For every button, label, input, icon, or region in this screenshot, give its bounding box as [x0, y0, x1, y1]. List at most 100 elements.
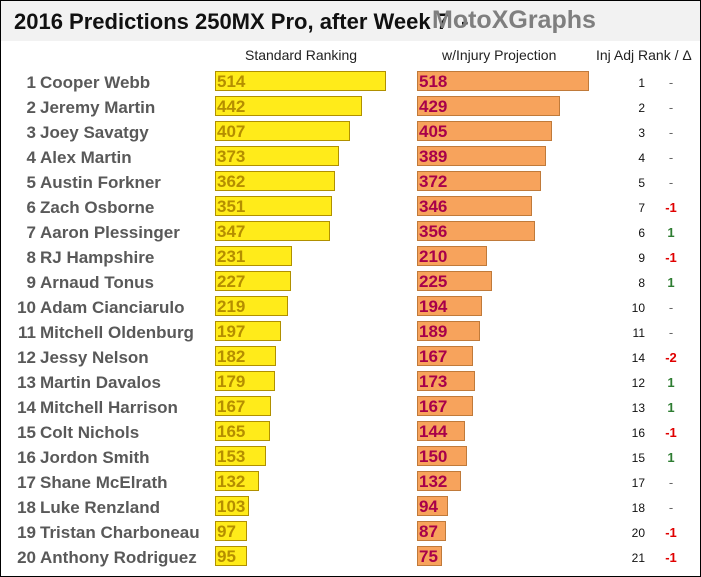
chart-title-line: 2016 Predictions 250MX Pro, after Week 7…	[14, 9, 468, 35]
injury-value: 346	[419, 197, 448, 216]
rank-number: 14	[17, 398, 36, 417]
table-row: 17 Shane McElrath 132 132 17-	[1, 470, 700, 495]
rider-name: Mitchell Oldenburg	[40, 323, 194, 342]
table-row: 13 Martin Davalos 179 173 12 1	[1, 370, 700, 395]
injury-bar	[417, 446, 467, 466]
rider-name: RJ Hampshire	[40, 248, 155, 267]
adjusted-rank: 21	[631, 551, 645, 565]
injury-value: 429	[419, 97, 448, 116]
standard-value: 351	[217, 197, 246, 216]
rider-name: Adam Cianciarulo	[40, 298, 185, 317]
chart-title: 2016 Predictions 250MX Pro, after Week 7	[14, 9, 449, 34]
standard-ranking-header: Standard Ranking	[245, 47, 358, 63]
table-row: 1 Cooper Webb 514 518 1-	[1, 70, 700, 95]
rank-delta: -2	[665, 350, 677, 365]
rank-delta: -	[668, 175, 674, 190]
rank-delta: 1	[667, 400, 675, 415]
rank-number: 1	[26, 73, 36, 92]
standard-value: 132	[217, 472, 246, 491]
brand-name: MotoXGraphs	[432, 6, 596, 34]
table-row: 3 Joey Savatgy 407 405 3-	[1, 120, 700, 145]
injury-bar	[417, 96, 560, 116]
injury-bar	[417, 196, 532, 216]
standard-value: 197	[217, 322, 246, 341]
standard-bar	[215, 121, 350, 141]
injury-value: 87	[419, 522, 438, 541]
table-row: 20 Anthony Rodriguez 95 75 21 -1	[1, 545, 700, 570]
adjusted-rank: 17	[631, 476, 645, 490]
rank-delta: -1	[665, 250, 677, 265]
injury-value: 389	[419, 147, 448, 166]
injury-bar	[417, 71, 589, 91]
rider-name: Alex Martin	[40, 148, 132, 167]
rank-number: 19	[17, 523, 36, 542]
standard-bar	[215, 196, 332, 216]
adjusted-rank: 1	[638, 76, 645, 90]
standard-value: 347	[217, 222, 246, 241]
rank-number: 5	[26, 173, 36, 192]
standard-value: 362	[217, 172, 246, 191]
adjusted-rank: 8	[638, 276, 645, 290]
rider-name: Colt Nichols	[40, 423, 140, 442]
rider-name: Cooper Webb	[40, 73, 151, 92]
standard-bar	[215, 271, 291, 291]
adjusted-rank: 18	[631, 501, 645, 515]
injury-bar	[417, 321, 480, 341]
rank-delta: -1	[665, 550, 677, 565]
table-row: 9 Arnaud Tonus 227 225 8 1	[1, 270, 700, 295]
rank-number: 6	[26, 198, 36, 217]
standard-bar	[215, 171, 335, 191]
adjusted-rank: 5	[638, 176, 645, 190]
standard-value: 407	[217, 122, 246, 141]
injury-value: 372	[419, 172, 448, 191]
rank-number: 8	[26, 248, 36, 267]
rank-delta: 1	[667, 275, 675, 290]
rider-name: Martin Davalos	[40, 373, 161, 392]
rider-name: Joey Savatgy	[40, 123, 149, 142]
injury-bar	[417, 496, 448, 516]
rank-number: 4	[26, 148, 36, 167]
table-row: 5 Austin Forkner 362 372 5-	[1, 170, 700, 195]
adjusted-rank: 11	[632, 326, 645, 340]
adjusted-rank: 9	[638, 251, 645, 265]
injury-value: 75	[419, 547, 438, 566]
standard-value: 219	[217, 297, 246, 316]
standard-bar	[215, 521, 247, 541]
rider-name: Luke Renzland	[40, 498, 160, 517]
table-row: 18 Luke Renzland 103 94 18-	[1, 495, 700, 520]
rider-name: Austin Forkner	[40, 173, 161, 192]
injury-bar	[417, 521, 446, 541]
injury-bar	[417, 121, 552, 141]
standard-bar	[215, 346, 276, 366]
adjusted-rank: 4	[638, 151, 645, 165]
adjusted-rank: 15	[631, 451, 645, 465]
standard-bar	[215, 371, 275, 391]
rank-number: 9	[26, 273, 36, 292]
injury-value: 518	[419, 72, 448, 91]
table-row: 10 Adam Cianciarulo 219 194 10-	[1, 295, 700, 320]
adjusted-rank: 16	[631, 426, 645, 440]
adjusted-rank: 13	[631, 401, 645, 415]
rank-delta: -	[668, 300, 674, 315]
standard-bar	[215, 96, 362, 116]
standard-value: 514	[217, 72, 246, 91]
injury-value: 167	[419, 397, 448, 416]
rank-number: 11	[18, 323, 36, 342]
injury-bar	[417, 546, 442, 566]
rank-delta: -	[668, 75, 674, 90]
injury-value: 94	[419, 497, 438, 516]
standard-value: 97	[217, 522, 236, 541]
rider-name: Jordon Smith	[40, 448, 150, 467]
rank-delta: -1	[665, 525, 677, 540]
standard-value: 153	[217, 447, 246, 466]
injury-bar	[417, 371, 475, 391]
standard-bar	[215, 546, 247, 566]
injury-bar	[417, 146, 546, 166]
injury-value: 173	[419, 372, 448, 391]
rank-delta: -1	[665, 200, 677, 215]
rank-number: 18	[17, 498, 36, 517]
rank-delta: -	[668, 125, 674, 140]
table-row: 15 Colt Nichols 165 144 16 -1	[1, 420, 700, 445]
rider-name: Zach Osborne	[40, 198, 155, 217]
table-row: 16 Jordon Smith 153 150 15 1	[1, 445, 700, 470]
